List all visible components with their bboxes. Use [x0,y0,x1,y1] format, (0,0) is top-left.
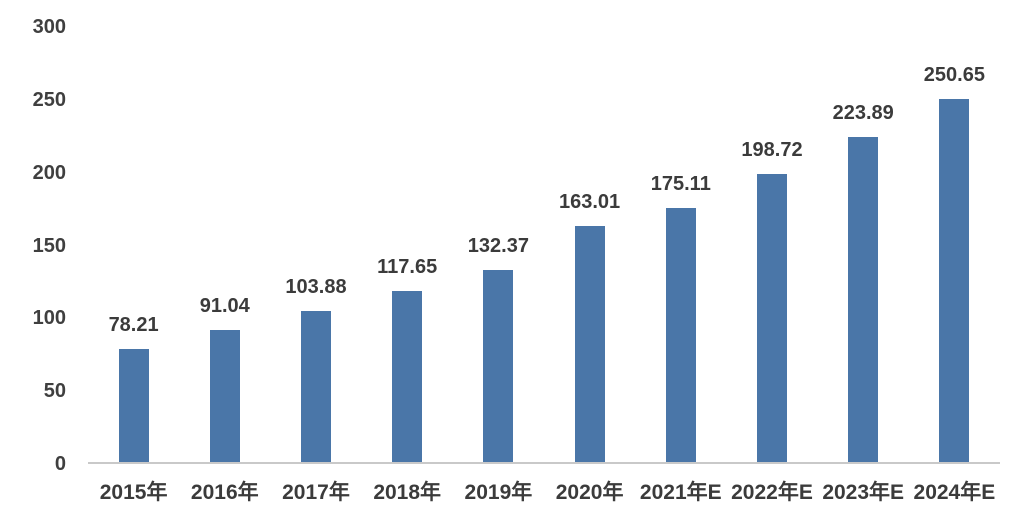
y-tick-label: 300 [32,16,66,38]
bar-slot: 103.88 [270,27,361,462]
x-tick-label: 2023年E [822,481,905,504]
bar [939,98,970,462]
bar-value-label: 91.04 [199,295,250,317]
y-axis: 0 50 100 150 200 250 300 [0,17,76,474]
bar [209,330,240,462]
y-tick-label: 200 [32,161,66,184]
bar-value-label: 250.65 [923,63,985,86]
bar-slot: 175.11 [635,27,726,462]
y-tick-label: 50 [43,380,66,403]
y-tick-label: 100 [32,307,66,330]
bar-value-label: 223.89 [832,102,894,125]
bar-slot: 132.37 [453,27,544,462]
x-tick-label: 2016年 [190,481,259,504]
bar [118,348,149,462]
bar-slot: 223.89 [818,27,909,462]
y-tick-label: 150 [32,234,66,257]
x-tick-label: 2017年 [282,481,350,504]
bar [300,311,331,462]
x-tick-label: 2019年 [464,481,533,504]
bar-value-label: 198.72 [741,138,803,161]
x-tick-label: 2018年 [373,481,442,504]
bar [848,137,879,462]
bar-value-label: 163.01 [559,190,621,213]
x-tick-label: 2020年 [555,481,624,504]
bar-value-label: 117.65 [377,256,438,279]
bar [756,173,787,462]
x-axis: 2015年 2016年 2017年 2018年 2019年 2020年 2021年E 2022… [88,476,1000,510]
bar [665,208,696,462]
bar [483,270,514,462]
bar-value-label: 78.21 [108,313,159,336]
bar-value-label: 175.11 [650,173,711,196]
bar-slot: 117.65 [362,27,453,462]
x-tick-label: 2024年E [913,481,996,504]
x-tick-label: 2021年E [639,481,722,504]
x-tick-label: 2022年E [731,481,813,504]
y-tick-label: 250 [32,88,66,111]
bar-slot: 91.04 [179,27,270,462]
bar [574,225,605,462]
bar [392,291,423,462]
bar-slot: 163.01 [544,27,635,462]
bar-value-label: 103.88 [285,276,347,299]
plot-area: 78.21 91.04 103.88 117.65 132.37 163.01 175.11… [88,27,1000,464]
bar-slot: 250.65 [909,27,1000,462]
bar-slot: 78.21 [88,27,179,462]
bar-slot: 198.72 [726,27,817,462]
y-tick-label: 0 [54,453,66,475]
x-tick-label: 2015年 [99,481,168,504]
bar-value-label: 132.37 [467,235,529,258]
